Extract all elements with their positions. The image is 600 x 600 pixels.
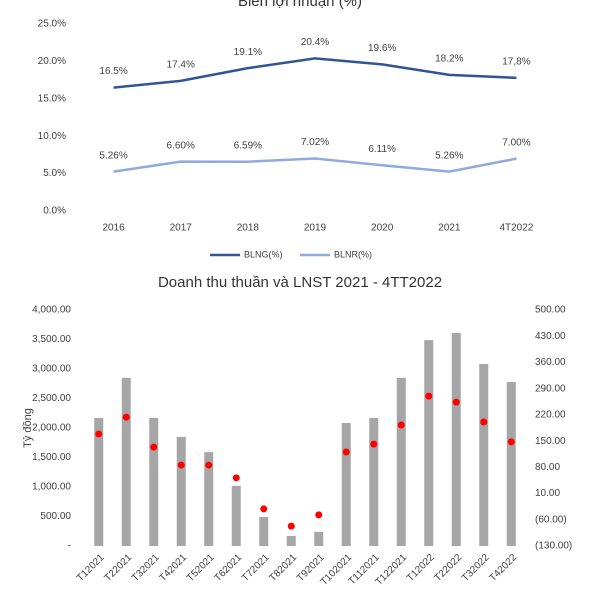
bar bbox=[506, 381, 516, 546]
dot bbox=[95, 430, 103, 438]
dot bbox=[315, 511, 323, 519]
dot bbox=[205, 461, 213, 469]
y2-tick-label: 290.00 bbox=[535, 383, 566, 394]
y-tick-label: 2,500.00 bbox=[32, 393, 71, 404]
bar bbox=[176, 436, 186, 546]
bar bbox=[149, 417, 159, 546]
bar bbox=[451, 333, 461, 546]
x-tick-label: T42021 bbox=[157, 552, 189, 584]
x-tick-label: T22022 bbox=[432, 552, 464, 584]
y-tick-label: 1,500.00 bbox=[32, 452, 71, 463]
y-tick-label: 25.0% bbox=[38, 19, 66, 30]
data-label: 5.26% bbox=[435, 150, 463, 161]
x-tick-label: 2021 bbox=[438, 223, 461, 234]
bar bbox=[204, 452, 214, 546]
dot bbox=[232, 474, 240, 482]
bar bbox=[231, 485, 241, 546]
dot bbox=[370, 440, 378, 448]
y2-tick-label: 80.00 bbox=[535, 462, 560, 473]
data-label: 6.11% bbox=[368, 144, 396, 155]
dot bbox=[287, 522, 295, 530]
data-label: 16.5% bbox=[99, 66, 127, 77]
legend-label: BLNR(%) bbox=[334, 249, 372, 259]
y-tick-label: 2,000.00 bbox=[32, 423, 71, 434]
dot bbox=[507, 438, 515, 446]
data-label: 6.60% bbox=[167, 140, 195, 151]
x-tick-label: 2018 bbox=[237, 223, 260, 234]
x-tick-label: T32022 bbox=[460, 552, 492, 584]
dot bbox=[342, 448, 350, 456]
y2-tick-label: 10.00 bbox=[535, 488, 560, 499]
data-label: 19.1% bbox=[234, 47, 262, 58]
dot bbox=[397, 421, 405, 429]
data-label: 7.02% bbox=[301, 137, 329, 148]
y-tick-label: 500.00 bbox=[40, 511, 71, 522]
line bbox=[113, 157, 517, 173]
dot bbox=[122, 413, 130, 421]
bar bbox=[396, 377, 406, 546]
y2-tick-label: 150.00 bbox=[535, 436, 566, 447]
y-tick-label: 3,000.00 bbox=[32, 364, 71, 375]
x-tick-label: 2016 bbox=[102, 223, 125, 234]
dot bbox=[260, 505, 268, 513]
y-tick-label: 20.0% bbox=[38, 56, 66, 67]
y-tick-label: 5.0% bbox=[43, 168, 66, 179]
y-tick-label: 3,500.00 bbox=[32, 334, 71, 345]
x-tick-label: T12022 bbox=[405, 552, 437, 584]
x-tick-label: T62021 bbox=[212, 552, 244, 584]
bar bbox=[121, 377, 131, 546]
x-tick-label: T12021 bbox=[75, 552, 107, 584]
data-label: 5.26% bbox=[99, 150, 127, 161]
data-label: 17,8% bbox=[502, 56, 530, 67]
x-tick-label: 2017 bbox=[170, 223, 193, 234]
y2-tick-label: 220.00 bbox=[535, 410, 566, 421]
bar bbox=[369, 417, 379, 546]
x-tick-label: T42022 bbox=[487, 552, 519, 584]
x-tick-label: T32021 bbox=[130, 552, 162, 584]
y-tick-label: 1,000.00 bbox=[32, 482, 71, 493]
x-tick-label: 2020 bbox=[371, 223, 394, 234]
data-label: 20.4% bbox=[301, 37, 329, 48]
y-tick-label: 10.0% bbox=[38, 131, 66, 142]
data-label: 18.2% bbox=[435, 54, 463, 65]
y2-tick-label: (130.00) bbox=[535, 541, 572, 552]
bar bbox=[479, 363, 489, 546]
bar bbox=[286, 535, 296, 546]
y-tick-label: 4,000.00 bbox=[32, 305, 71, 316]
data-label: 6.59% bbox=[234, 140, 262, 151]
dot bbox=[452, 398, 460, 406]
bar bbox=[424, 340, 434, 546]
y-axis-label: Tỷ đồng bbox=[22, 408, 34, 448]
y-tick-label: - bbox=[68, 541, 71, 552]
dot bbox=[177, 461, 185, 469]
dot bbox=[480, 418, 488, 426]
bar bbox=[341, 422, 351, 546]
chart-title: Biên lợi nhuận (%) bbox=[238, 0, 362, 10]
x-tick-label: T72021 bbox=[240, 552, 272, 584]
legend-label: BLNG(%) bbox=[244, 249, 283, 259]
x-tick-label: 4T2022 bbox=[499, 223, 533, 234]
y2-tick-label: 360.00 bbox=[535, 357, 566, 368]
dot bbox=[425, 392, 433, 400]
x-tick-label: T22021 bbox=[102, 552, 134, 584]
bar bbox=[94, 417, 104, 546]
y-tick-label: 0.0% bbox=[43, 206, 66, 217]
y-tick-label: 15.0% bbox=[38, 93, 66, 104]
x-tick-label: T52021 bbox=[185, 552, 217, 584]
y2-tick-label: 500.00 bbox=[535, 305, 566, 316]
data-label: 19.6% bbox=[368, 43, 396, 54]
line bbox=[113, 57, 517, 89]
chart-title: Doanh thu thuần và LNST 2021 - 4TT2022 bbox=[158, 274, 442, 291]
x-tick-label: 2019 bbox=[304, 223, 327, 234]
data-label: 17.4% bbox=[167, 59, 195, 70]
y2-tick-label: (60.00) bbox=[535, 514, 567, 525]
bar bbox=[259, 517, 269, 546]
x-tick-label: T82021 bbox=[267, 552, 299, 584]
dot bbox=[150, 443, 158, 451]
bar bbox=[314, 531, 324, 546]
data-label: 7.00% bbox=[502, 137, 530, 148]
y2-tick-label: 430.00 bbox=[535, 331, 566, 342]
